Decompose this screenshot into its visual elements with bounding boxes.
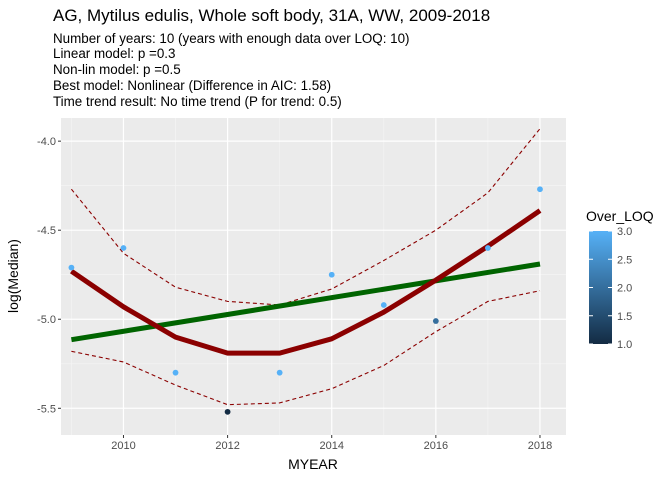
data-point xyxy=(172,369,179,376)
data-point xyxy=(224,408,231,415)
x-tick-label: 2012 xyxy=(215,440,239,452)
x-tick-label: 2014 xyxy=(319,440,343,452)
lower-bound-line xyxy=(71,290,541,406)
x-tick-label: 2018 xyxy=(528,440,552,452)
points-layer xyxy=(68,186,543,415)
y-tick-label: -5.5 xyxy=(37,403,56,415)
subtitle-line-1: Number of years: 10 (years with enough d… xyxy=(53,31,410,46)
x-tick-label: 2010 xyxy=(111,440,135,452)
data-point xyxy=(485,245,491,251)
data-point xyxy=(120,245,127,251)
legend-tick-label: 1.5 xyxy=(617,311,632,323)
data-point xyxy=(432,318,439,324)
legend-tick-label: 2.5 xyxy=(617,254,632,266)
legend-tick-label: 3.0 xyxy=(617,226,632,238)
data-point xyxy=(537,186,543,193)
legend-tick-label: 2.0 xyxy=(617,283,632,295)
upper-bound-line xyxy=(70,128,541,306)
subtitle-line-2: Linear model: p =0.3 xyxy=(53,46,175,61)
y-tick-label: -5.0 xyxy=(37,314,56,326)
data-point xyxy=(380,302,387,308)
legend-title: Over_LOQ xyxy=(586,208,654,224)
legend-tick-label: 1.0 xyxy=(617,339,632,351)
minor-gridlines xyxy=(61,118,566,435)
nonlinear-fit-line xyxy=(69,208,542,356)
subtitle-line-3: Non-lin model: p =0.5 xyxy=(53,62,181,77)
data-point xyxy=(68,264,75,271)
series-layer xyxy=(69,128,542,406)
y-tick-label: -4.5 xyxy=(37,225,56,237)
linear-fit-line xyxy=(71,261,541,343)
y-tick-label: -4.0 xyxy=(37,136,56,148)
data-point xyxy=(328,271,335,278)
y-axis-title: log(Median) xyxy=(5,239,21,313)
x-tick-label: 2016 xyxy=(424,440,448,452)
axes-layer: 2010 2012 2014 2016 2018 -4.0 -4.5 -5.0 -5.5 xyxy=(37,136,552,452)
major-gridlines xyxy=(61,118,566,435)
subtitle-line-5: Time trend result: No time trend (P for … xyxy=(53,94,342,109)
data-point xyxy=(276,369,283,376)
subtitle-line-4: Best model: Nonlinear (Difference in AIC… xyxy=(53,78,331,93)
legend-ticks: 1.0 1.5 2.0 2.5 3.0 xyxy=(589,226,632,351)
chart-title: AG, Mytilus edulis, Whole soft body, 31A… xyxy=(53,6,490,25)
x-axis-title: MYEAR xyxy=(288,456,338,472)
plot-panel xyxy=(61,118,566,435)
legend-colorbar xyxy=(589,231,612,344)
